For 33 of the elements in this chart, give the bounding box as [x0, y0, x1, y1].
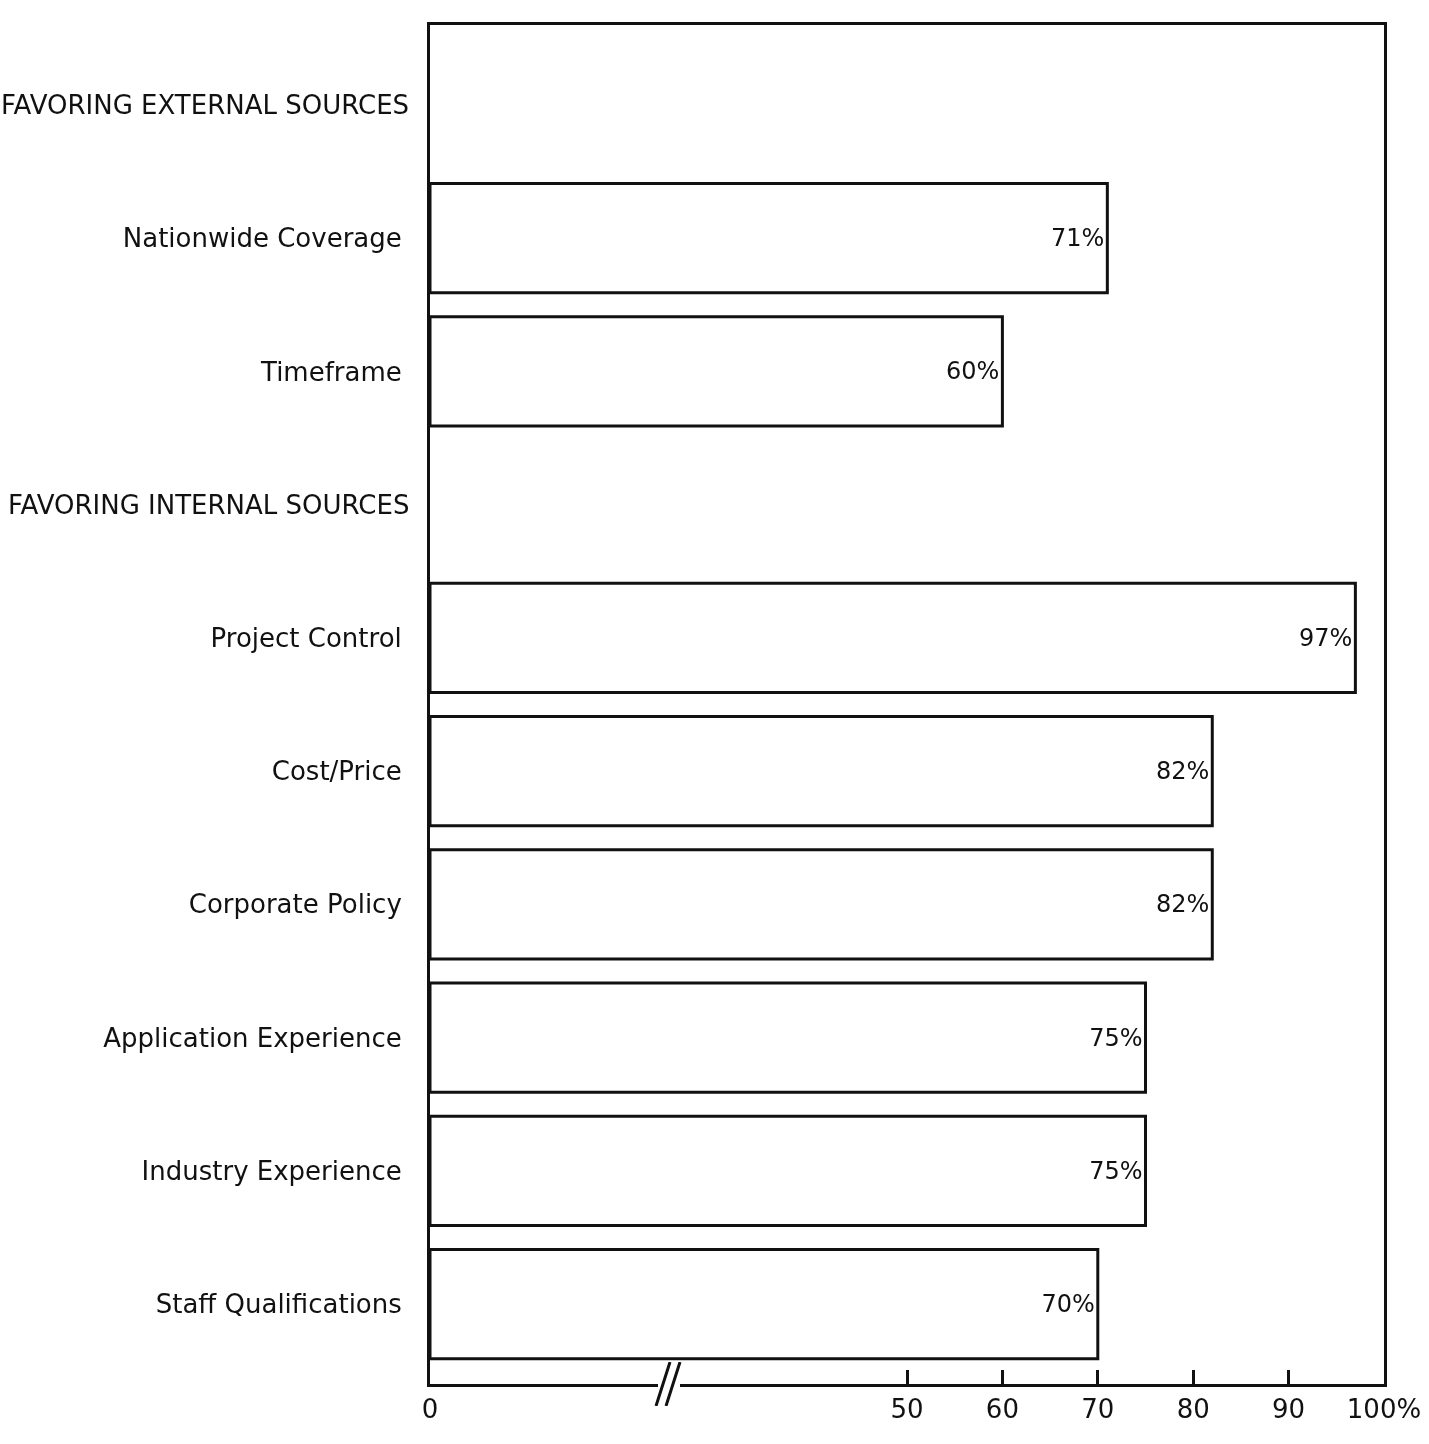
bar — [430, 981, 1147, 1094]
x-tick-label: 50 — [890, 1394, 924, 1425]
bar — [430, 182, 1109, 295]
data-label: 82% — [1155, 890, 1210, 919]
data-label: 60% — [946, 357, 1000, 386]
text: FAVORING INTERNAL SOURCES — [8, 490, 410, 520]
data-label: 97% — [1299, 623, 1353, 652]
x-tick-label: 100% — [1346, 1394, 1422, 1425]
data-label: 70% — [1041, 1290, 1095, 1319]
y-tick-label: Timeframe — [260, 356, 402, 387]
y-tick-label: Project Control — [210, 622, 402, 653]
y-tick-label: Application Experience — [103, 1022, 402, 1053]
x-tick-label: 70 — [1081, 1394, 1115, 1425]
y-tick-label: Nationwide Coverage — [122, 223, 402, 254]
bar — [430, 315, 1004, 428]
data-label: 75% — [1089, 1023, 1143, 1052]
bar — [430, 848, 1214, 961]
x-tick-label: 80 — [1176, 1394, 1210, 1425]
bar — [430, 714, 1214, 828]
y-tick-label: Cost/Price — [271, 756, 402, 787]
y-tick-label: Corporate Policy — [188, 889, 402, 920]
bar — [430, 581, 1357, 695]
y-tick-label: Industry Experience — [141, 1155, 402, 1186]
data-label: 75% — [1089, 1156, 1143, 1185]
y-tick-label: Staff Qualifications — [155, 1289, 402, 1320]
bar — [430, 1247, 1100, 1361]
data-label: 82% — [1155, 757, 1210, 786]
text: FAVORING EXTERNAL SOURCES — [1, 90, 410, 120]
x-tick-label: 0 — [421, 1394, 439, 1425]
x-tick-label: 90 — [1272, 1394, 1306, 1425]
data-label: 71% — [1051, 224, 1105, 253]
bar — [430, 1114, 1147, 1227]
x-tick-label: 60 — [985, 1394, 1019, 1425]
